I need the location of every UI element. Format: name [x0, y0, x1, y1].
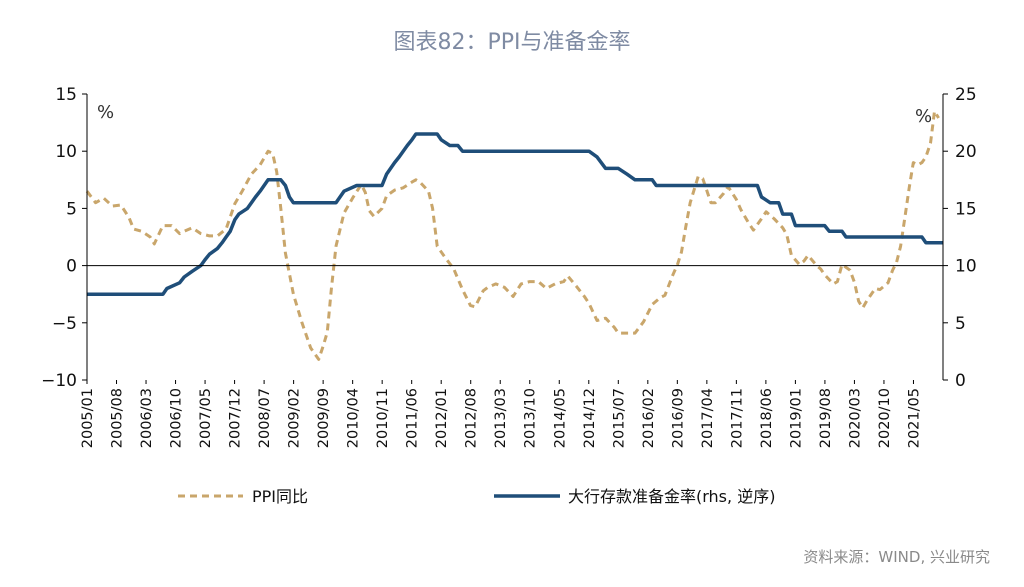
legend-label-rrr: 大行存款准备金率(rhs, 逆序): [568, 487, 775, 506]
left-tick-label: 10: [55, 142, 77, 162]
right-axis-unit: %: [915, 106, 932, 127]
x-tick-label: 2012/01: [434, 388, 450, 448]
left-axis-unit: %: [97, 102, 114, 123]
x-tick-label: 2019/08: [818, 388, 834, 448]
left-tick-label: 15: [55, 85, 77, 105]
legend: PPI同比 大行存款准备金率(rhs, 逆序): [178, 487, 775, 506]
x-tick-label: 2015/07: [611, 388, 627, 448]
x-tick-label: 2018/06: [759, 388, 775, 448]
x-tick-label: 2012/08: [464, 388, 480, 448]
chart-title: 图表82：PPI与准备金率: [393, 30, 630, 55]
x-tick-label: 2005/01: [80, 388, 96, 448]
x-tick-label: 2014/12: [582, 388, 598, 448]
x-tick-label: 2020/03: [847, 388, 863, 448]
left-axis-ticks: 15 10 5 0 −5 −10: [41, 85, 87, 391]
x-tick-label: 2007/12: [228, 388, 244, 448]
legend-label-ppi: PPI同比: [252, 487, 308, 506]
x-tick-label: 2006/03: [139, 388, 155, 448]
right-tick-label: 10: [955, 257, 977, 277]
x-tick-label: 2011/06: [405, 388, 421, 448]
right-tick-label: 5: [955, 314, 966, 334]
x-tick-label: 2017/11: [729, 388, 745, 448]
x-tick-label: 2008/07: [257, 388, 273, 448]
left-tick-label: −10: [41, 371, 77, 391]
series-layer: [85, 109, 944, 361]
right-tick-label: 25: [955, 85, 977, 105]
right-axis-ticks: 25 20 15 10 5 0: [943, 85, 977, 391]
x-tick-label: 2016/09: [670, 388, 686, 448]
x-tick-label: 2005/08: [110, 388, 126, 448]
x-tick-label: 2017/04: [700, 388, 716, 448]
x-tick-label: 2010/04: [346, 388, 362, 448]
left-tick-label: 5: [66, 199, 77, 219]
x-tick-label: 2006/10: [169, 388, 185, 448]
x-tick-label: 2020/10: [877, 388, 893, 448]
series-line-rrr: [87, 132, 944, 296]
x-tick-label: 2019/01: [788, 388, 804, 448]
x-tick-label: 2007/05: [198, 388, 214, 448]
x-tick-label: 2009/09: [316, 388, 332, 448]
x-tick-label: 2013/10: [523, 388, 539, 448]
series-line-ppi: [85, 109, 940, 361]
right-tick-label: 0: [955, 371, 966, 391]
x-tick-label: 2016/02: [641, 388, 657, 448]
left-tick-label: −5: [52, 314, 77, 334]
source-note: 资料来源：WIND, 兴业研究: [803, 548, 990, 566]
x-tick-label: 2009/02: [287, 388, 303, 448]
x-tick-label: 2010/11: [375, 388, 391, 448]
x-tick-label: 2013/03: [493, 388, 509, 448]
right-tick-label: 20: [955, 142, 977, 162]
left-tick-label: 0: [66, 257, 77, 277]
x-axis-ticks: 2005/01 2005/08 2006/03 2006/10 2007/05 2007/…: [80, 380, 922, 448]
right-tick-label: 15: [955, 199, 977, 219]
x-tick-label: 2021/05: [906, 388, 922, 448]
x-tick-label: 2014/05: [552, 388, 568, 448]
